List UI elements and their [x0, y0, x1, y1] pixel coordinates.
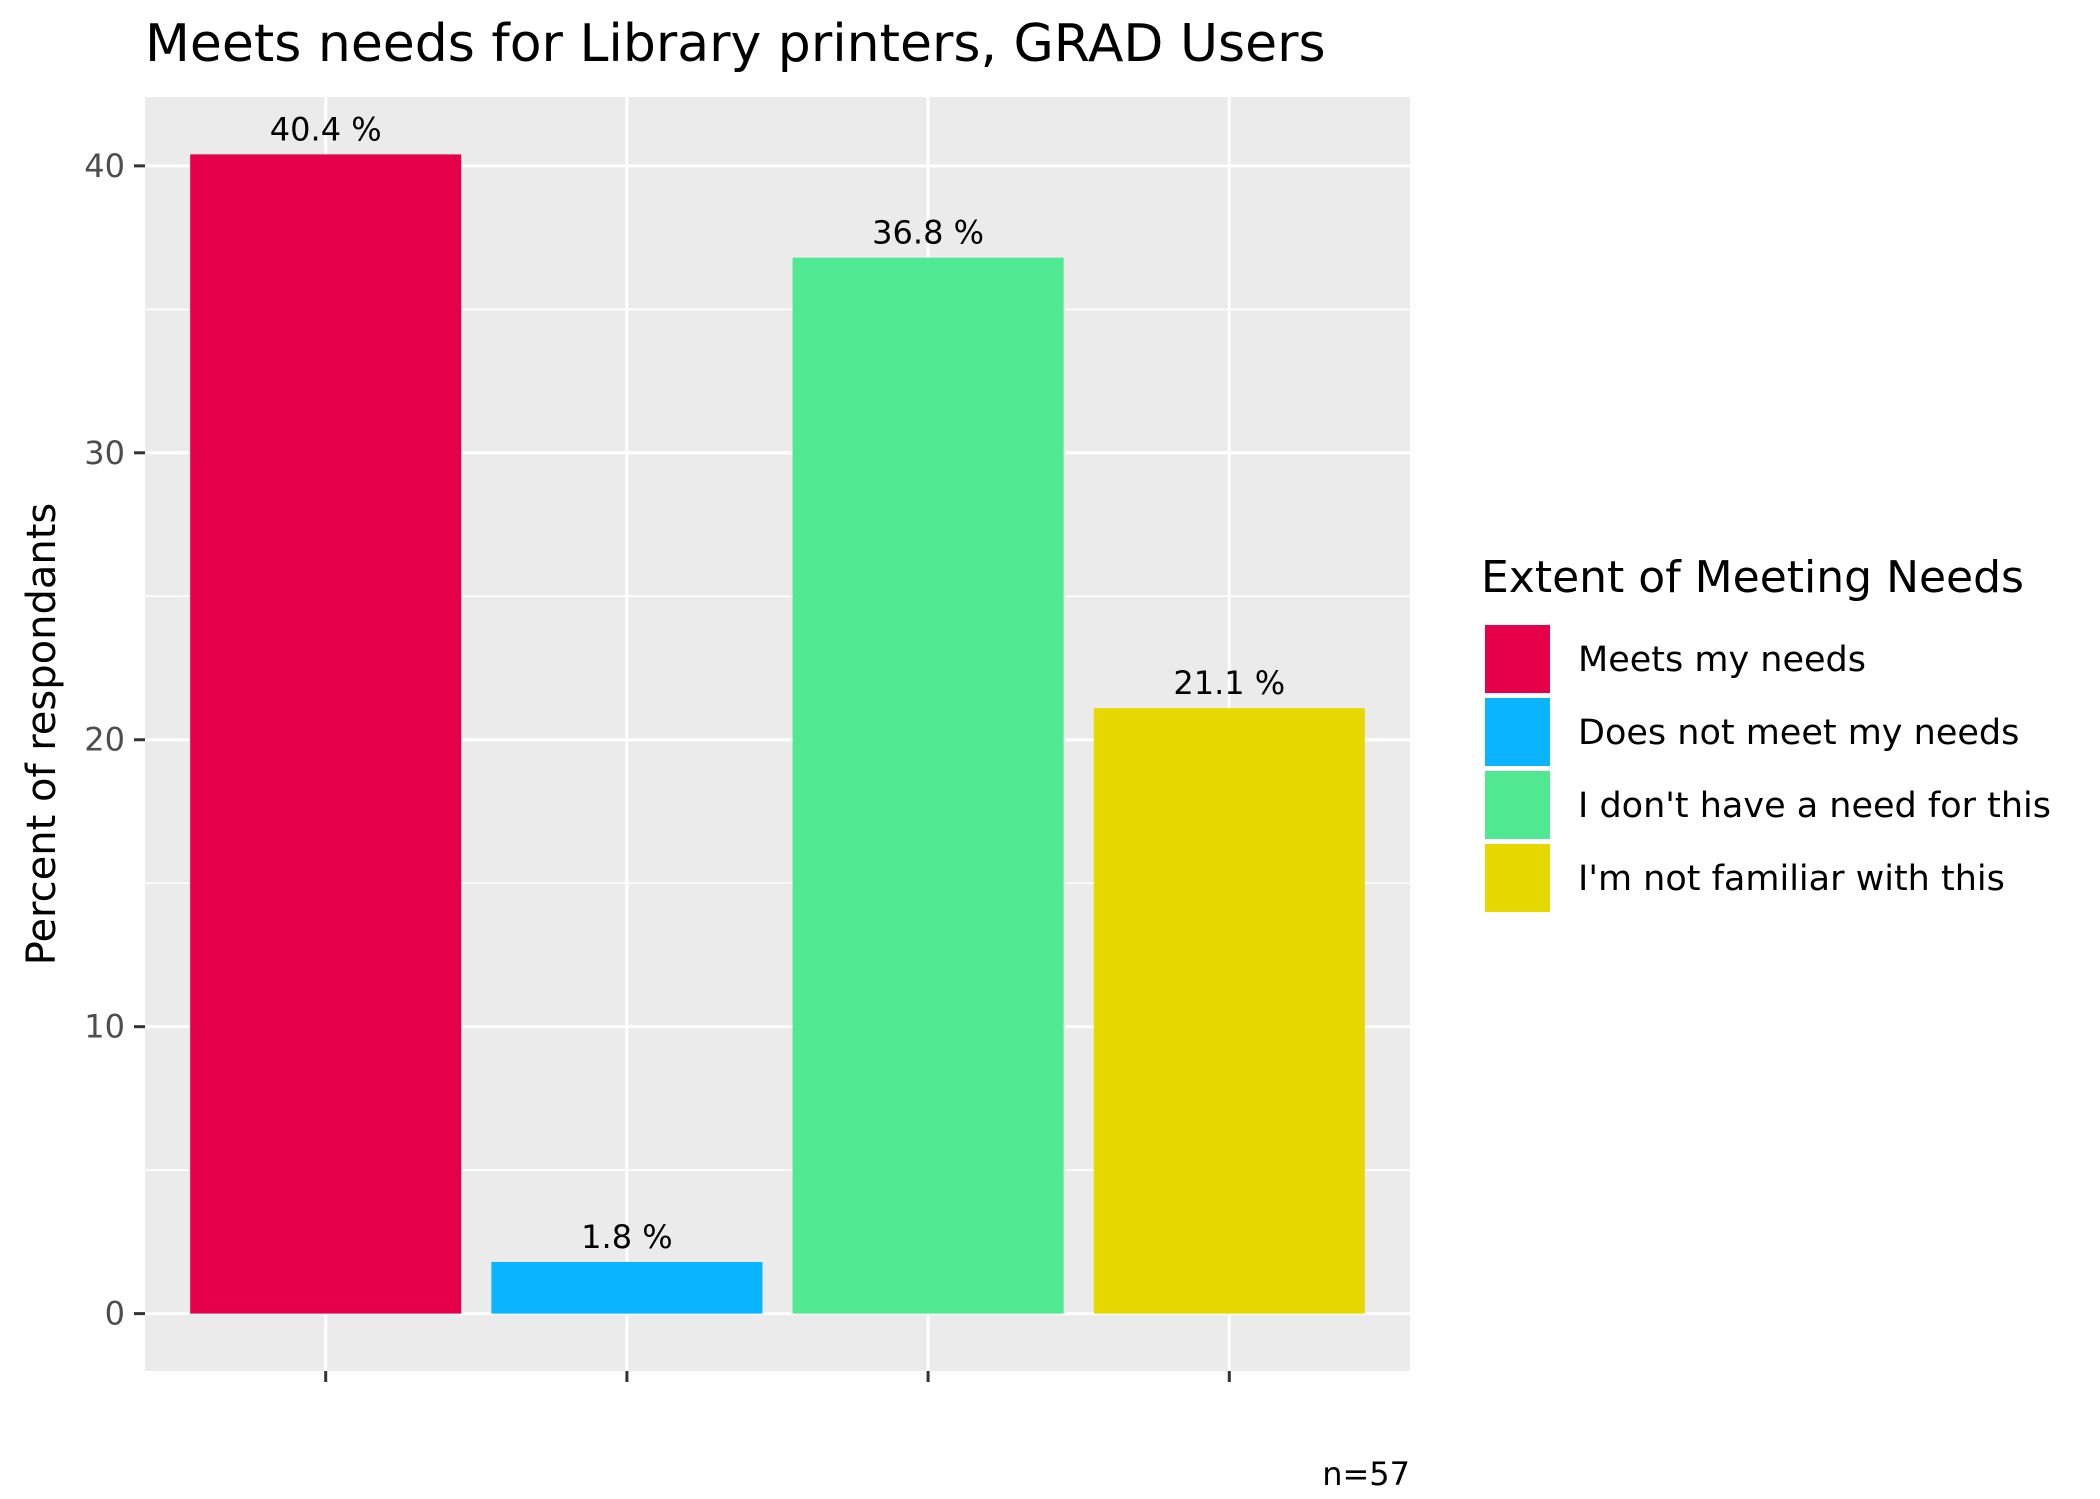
legend-label-1: Meets my needs	[1578, 640, 1866, 680]
bar-4	[1093, 708, 1365, 1314]
y-axis-title: Percent of respondants	[19, 503, 65, 966]
y-tick-label: 10	[84, 1008, 125, 1046]
legend-title: Extent of Meeting Needs	[1481, 552, 2024, 603]
legend-key-1	[1483, 623, 1552, 695]
data-label-2: 1.8 %	[581, 1218, 672, 1256]
bar-2	[491, 1261, 763, 1314]
bar-3	[792, 257, 1064, 1314]
axes: 0 10 20 30 40	[84, 147, 1231, 1382]
y-tick-label: 30	[84, 434, 125, 472]
y-tick-label: 40	[84, 147, 125, 185]
legend-key-4	[1483, 842, 1552, 914]
legend-key-3	[1483, 769, 1552, 841]
data-label-4: 21.1 %	[1173, 664, 1285, 702]
caption-n: n=57	[1322, 1455, 1410, 1493]
data-label-1: 40.4 %	[270, 110, 382, 148]
legend-label-2: Does not meet my needs	[1578, 713, 2019, 753]
data-label-3: 36.8 %	[872, 214, 984, 252]
legend: Meets my needs Does not meet my needs I do…	[1483, 623, 2051, 914]
y-tick-label: 0	[105, 1295, 125, 1333]
data-labels: 40.4 % 1.8 % 36.8 % 21.1 %	[270, 110, 1285, 1256]
legend-key-2	[1483, 696, 1552, 768]
chart-title: Meets needs for Library printers, GRAD U…	[145, 14, 1326, 74]
bars	[190, 154, 1365, 1314]
legend-label-3: I don't have a need for this	[1578, 786, 2051, 826]
bar-1	[190, 154, 462, 1314]
legend-label-4: I'm not familiar with this	[1578, 859, 2005, 899]
y-tick-label: 20	[84, 721, 125, 759]
